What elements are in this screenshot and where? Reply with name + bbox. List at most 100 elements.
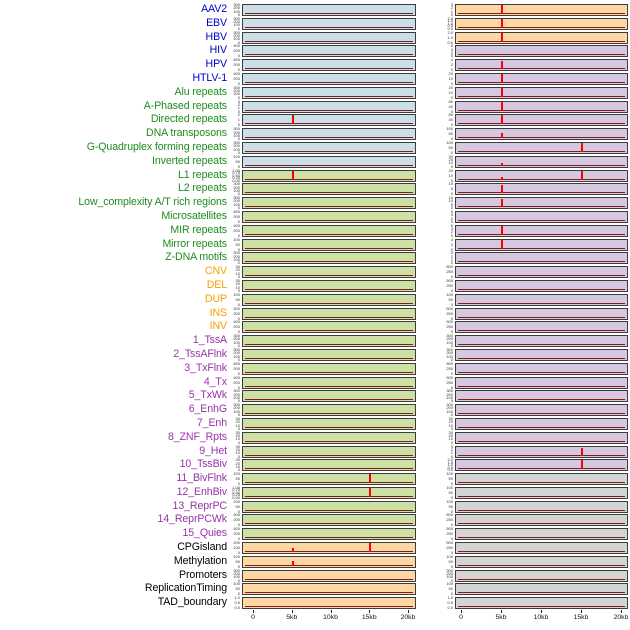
y-tick-label: 100 — [446, 126, 453, 132]
baseline-trace — [458, 385, 625, 387]
y-tick-label: 200 — [233, 88, 240, 94]
y-tick-label: 0 — [237, 246, 240, 252]
track-label: CNV — [204, 265, 227, 278]
y-tick-label: 300 — [446, 402, 453, 408]
y-tick-label: 0 — [237, 550, 240, 556]
right-y-axis-ticks: 100 50 0 — [440, 499, 455, 514]
y-tick-label: 10 — [235, 436, 240, 442]
y-tick-label: 50 — [235, 558, 240, 564]
track-label: Low_complexity A/T rich regions — [78, 196, 227, 209]
peak-spike — [291, 170, 294, 180]
y-tick-label: 0 — [237, 398, 240, 404]
x-tick-mark — [541, 610, 542, 614]
y-tick-label: 1 — [450, 8, 453, 14]
y-tick-label: 0 — [237, 522, 240, 528]
y-tick-label: 50 — [235, 241, 240, 247]
left-y-axis-ticks: 300 200 100 0 — [227, 251, 242, 265]
x-axis-left: 0 5kb 10kb 15kb 20kb — [242, 610, 416, 628]
column-gap — [416, 472, 440, 486]
y-tick-label: 100 — [233, 257, 240, 262]
y-tick-label: 20 — [235, 433, 240, 439]
left-y-axis-ticks: 300 200 100 0 — [227, 196, 242, 210]
left-y-axis-ticks: 100 50 0 — [227, 154, 242, 169]
left-track-panel — [242, 404, 416, 417]
y-tick-label: 300 — [233, 250, 240, 256]
y-tick-label: 300 — [233, 567, 240, 573]
column-gap — [416, 31, 440, 45]
y-tick-label: 100 — [446, 353, 453, 359]
track-label: INS — [209, 306, 227, 319]
left-y-axis-ticks: 300 200 100 0 — [227, 140, 242, 155]
baseline-trace — [458, 454, 625, 456]
spacer — [416, 610, 440, 628]
y-tick-label: 0 — [450, 439, 453, 445]
y-tick-label: 0.00 — [232, 177, 240, 183]
y-tick-label: 0 — [237, 122, 240, 128]
column-gap — [416, 569, 440, 583]
y-tick-label: 0 — [237, 191, 240, 197]
track-row: 11_BivFlnk 100 50 0 100 50 0 — [0, 472, 630, 486]
y-tick-label: 0 — [450, 577, 453, 583]
right-y-axis-ticks: 30 20 10 0 — [440, 153, 455, 169]
y-tick-label: 0 — [450, 522, 453, 528]
baseline-trace — [458, 261, 625, 263]
baseline-trace — [458, 137, 625, 139]
y-tick-label: 30 — [448, 153, 453, 159]
y-tick-label: 100 — [233, 339, 240, 345]
y-tick-label: 1.5 — [447, 459, 453, 465]
y-tick-label: 5 — [450, 186, 453, 192]
peak-spike — [369, 487, 372, 497]
y-tick-label: 20 — [448, 433, 453, 439]
left-track-panel — [242, 128, 416, 141]
y-tick-label: 0.5 — [447, 600, 453, 606]
track-row: INV 400 200 0 500 250 0 — [0, 320, 630, 334]
y-tick-label: 50 — [448, 296, 453, 302]
track-label: Alu repeats — [174, 85, 228, 98]
left-track-panel — [242, 17, 416, 30]
y-tick-label: 200 — [233, 253, 240, 259]
y-tick-label: 50 — [235, 503, 240, 509]
x-tick-label: 20kb — [400, 613, 416, 621]
column-gap — [416, 17, 440, 31]
right-y-axis-ticks: 100 50 0 — [440, 554, 455, 569]
y-tick-label: 0 — [237, 315, 240, 321]
track-row: Alu repeats 300 200 100 0 20 10 0 — [0, 85, 630, 100]
column-gap — [416, 307, 440, 321]
y-tick-label: 200 — [233, 198, 240, 204]
right-track-panel — [455, 114, 628, 127]
baseline-trace — [245, 509, 413, 511]
y-tick-label: 1.0 — [447, 34, 453, 40]
left-track-panel — [242, 197, 416, 210]
baseline-trace — [245, 399, 413, 401]
left-y-axis-ticks: 30 20 10 0 — [227, 278, 242, 293]
right-track-panel — [455, 86, 628, 99]
right-y-axis-ticks: 100 50 0 — [440, 292, 455, 307]
left-y-axis-ticks: 100 50 0 — [227, 554, 242, 569]
y-tick-label: 500 — [446, 277, 453, 283]
left-y-axis-ticks: 300 200 100 0 — [227, 389, 242, 403]
y-tick-label: 200 — [446, 350, 453, 356]
y-tick-label: 0 — [237, 591, 240, 597]
right-y-axis-ticks: 100 50 0 — [440, 127, 455, 141]
track-row: 9_Het 30 20 10 0 3 2 1 0 — [0, 444, 630, 459]
y-tick-label: 200 — [233, 391, 240, 397]
y-tick-label: 250 — [446, 545, 453, 551]
y-tick-label: 0 — [450, 80, 453, 86]
column-gap — [416, 389, 440, 403]
y-tick-label: 1.0 — [234, 595, 240, 601]
right-track-panel — [455, 100, 628, 113]
y-tick-label: 1.00 — [232, 167, 240, 173]
peak-spike — [291, 115, 294, 125]
track-row: 8_ZNF_Rpts 30 20 10 0 30 20 10 0 — [0, 430, 630, 445]
right-track-panel — [455, 266, 628, 279]
left-y-axis-ticks: 100 50 0 — [227, 237, 242, 252]
baseline-trace — [458, 13, 625, 14]
left-track-panel — [242, 293, 416, 306]
baseline-trace — [458, 247, 625, 249]
column-gap — [416, 431, 440, 445]
y-tick-label: 0 — [237, 508, 240, 514]
y-tick-label: 4 — [450, 57, 453, 63]
y-tick-label: 40 — [448, 117, 453, 123]
peak-spike — [501, 225, 503, 235]
right-y-axis-ticks: 15 10 5 0 — [440, 196, 455, 210]
